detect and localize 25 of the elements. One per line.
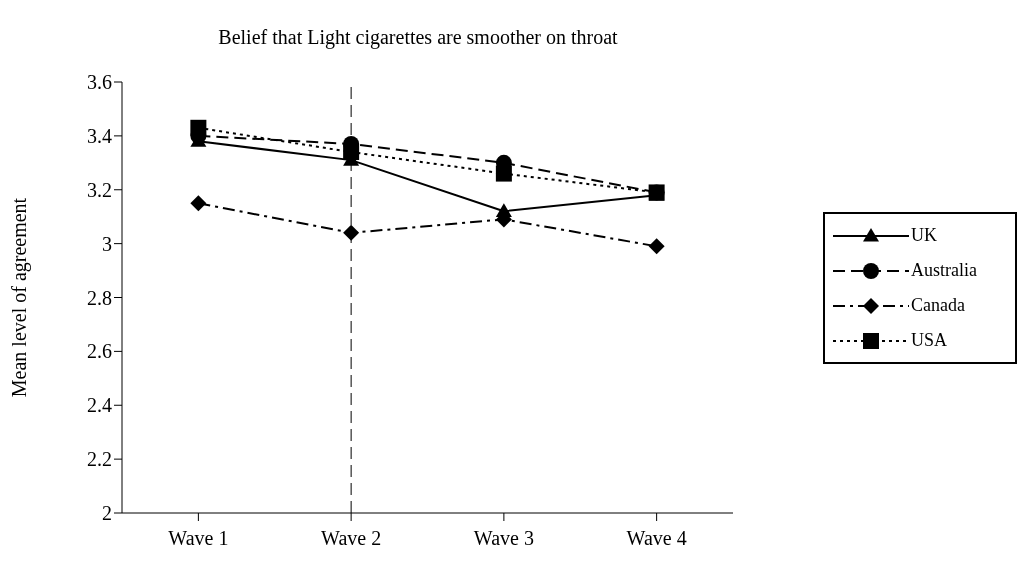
point bbox=[190, 119, 207, 136]
y-tick-label: 2.2 bbox=[87, 448, 112, 471]
point bbox=[190, 195, 207, 212]
point bbox=[648, 238, 665, 255]
point bbox=[343, 144, 360, 161]
legend-label: Australia bbox=[911, 260, 977, 281]
y-axis-title: Mean level of agreement bbox=[8, 197, 32, 398]
y-tick-label: 3.6 bbox=[87, 71, 112, 94]
x-tick-label: Wave 4 bbox=[626, 527, 687, 550]
legend-label: Canada bbox=[911, 295, 965, 316]
y-tick-label: 2 bbox=[102, 502, 112, 525]
y-tick-label: 3.4 bbox=[87, 124, 112, 147]
y-tick-label: 2.8 bbox=[87, 286, 112, 309]
y-tick-label: 2.4 bbox=[87, 394, 112, 417]
point bbox=[495, 165, 512, 182]
y-tick-label: 3 bbox=[102, 232, 112, 255]
legend-label: USA bbox=[911, 330, 948, 351]
chart-title: Belief that Light cigarettes are smoother on throat bbox=[217, 26, 619, 49]
x-tick-label: Wave 3 bbox=[473, 527, 534, 550]
y-tick-label: 2.6 bbox=[87, 340, 112, 363]
legend-label: UK bbox=[911, 225, 937, 246]
point bbox=[343, 224, 360, 241]
x-tick-label: Wave 2 bbox=[321, 527, 382, 550]
y-tick-label: 3.2 bbox=[87, 178, 112, 201]
x-tick-label: Wave 1 bbox=[168, 527, 229, 550]
